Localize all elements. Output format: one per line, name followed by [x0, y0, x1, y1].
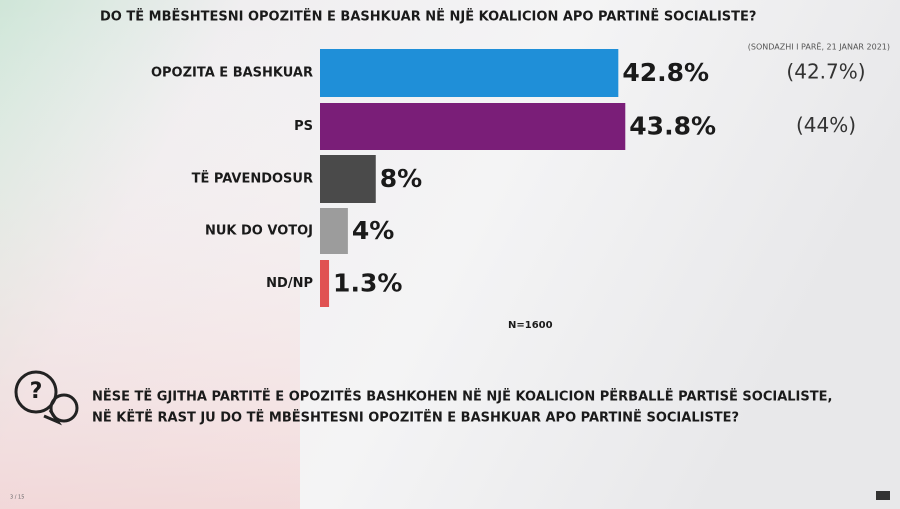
question-mark: ?	[30, 379, 43, 404]
chart-title: DO TË MBËSHTESNI OPOZITËN E BASHKUAR NË …	[100, 9, 756, 25]
category-label: PS	[294, 119, 313, 134]
bar	[320, 49, 619, 97]
question-line: NË KËTË RAST JU DO TË MBËSHTESNI OPOZITË…	[92, 410, 739, 426]
bar	[320, 103, 626, 150]
bar	[320, 208, 348, 254]
category-label: ND/NP	[266, 276, 313, 291]
value-label: 43.8%	[629, 112, 716, 141]
source: (SONDAZHI I PARË, 21 JANAR 2021)	[748, 42, 890, 52]
background-tint	[0, 0, 300, 509]
question-icon	[14, 370, 79, 426]
bar	[320, 155, 376, 203]
value-label: 8%	[380, 164, 422, 193]
category-label: OPOZITA E BASHKUAR	[151, 66, 313, 81]
sample-note: N=1600	[508, 320, 553, 331]
page-number: 3 / 15	[10, 495, 24, 501]
logo-block	[876, 491, 890, 500]
value-label: 4%	[352, 216, 394, 245]
bar	[320, 260, 330, 307]
value-label: 42.8%	[622, 58, 709, 87]
question-line: NËSE TË GJITHA PARTITË E OPOZITËS BASHKO…	[92, 389, 832, 405]
previous-label: (42.7%)	[786, 60, 865, 84]
previous-label: (44%)	[796, 113, 856, 137]
value-label: 1.3%	[333, 269, 402, 298]
category-label: NUK DO VOTOJ	[205, 224, 313, 239]
category-label: TË PAVENDOSUR	[192, 171, 313, 187]
